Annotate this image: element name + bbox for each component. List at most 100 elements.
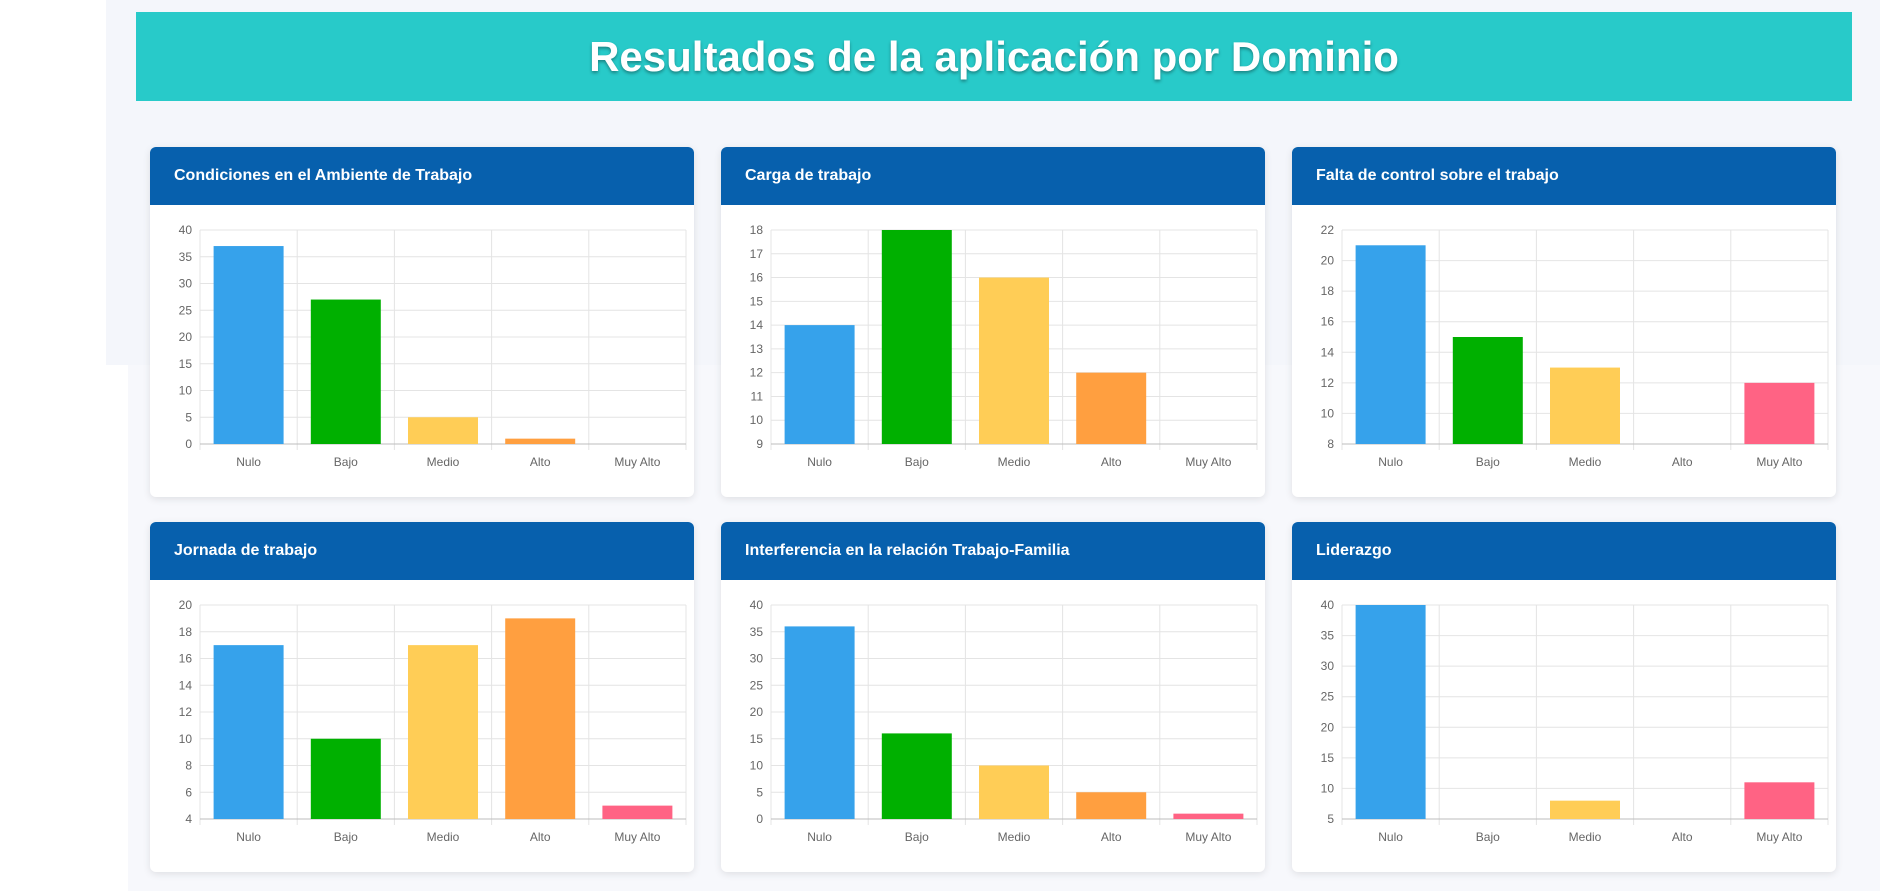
bar-bajo[interactable] xyxy=(1452,337,1523,444)
y-tick-label: 20 xyxy=(1321,720,1335,734)
chart-card-liderazgo: Liderazgo 5 10 15 20 25 30 35 40 Nulo Bajo Medio Al… xyxy=(1292,522,1836,872)
x-tick-label: Muy Alto xyxy=(614,455,660,469)
bar-alto[interactable] xyxy=(505,618,576,819)
y-tick-label: 12 xyxy=(1321,376,1335,390)
bar-nulo[interactable] xyxy=(784,626,855,819)
y-tick-label: 5 xyxy=(185,410,192,424)
page-banner: Resultados de la aplicación por Dominio xyxy=(136,12,1852,101)
y-tick-label: 8 xyxy=(1327,437,1334,451)
chart-title: Interferencia en la relación Trabajo-Fam… xyxy=(721,522,1265,580)
bar-medio[interactable] xyxy=(1550,367,1620,444)
y-tick-label: 35 xyxy=(1321,629,1335,643)
y-tick-label: 25 xyxy=(750,678,764,692)
bar-nulo[interactable] xyxy=(213,246,284,444)
bar-medio[interactable] xyxy=(408,645,478,819)
x-tick-label: Bajo xyxy=(1476,830,1500,844)
bar-nulo[interactable] xyxy=(213,645,284,819)
y-tick-label: 10 xyxy=(750,759,764,773)
y-tick-label: 10 xyxy=(179,384,193,398)
x-tick-label: Bajo xyxy=(905,830,929,844)
bar-bajo[interactable] xyxy=(881,230,952,444)
x-tick-label: Muy Alto xyxy=(614,830,660,844)
y-tick-label: 40 xyxy=(750,598,764,612)
bar-muy-alto[interactable] xyxy=(1744,382,1815,444)
bar-muy-alto[interactable] xyxy=(602,805,673,819)
y-tick-label: 14 xyxy=(1321,345,1335,359)
y-tick-label: 18 xyxy=(179,625,193,639)
bar-chart: 9 10 11 12 13 14 15 16 17 18 Nulo Bajo Medio Alto Muy … xyxy=(750,223,1258,469)
y-tick-label: 5 xyxy=(1327,812,1334,826)
chart-card-condiciones: Condiciones en el Ambiente de Trabajo 0 5… xyxy=(150,147,694,497)
x-tick-label: Nulo xyxy=(807,455,832,469)
y-tick-label: 0 xyxy=(185,437,192,451)
y-tick-label: 25 xyxy=(179,303,193,317)
y-tick-label: 40 xyxy=(179,223,193,237)
bar-medio[interactable] xyxy=(979,277,1049,444)
y-tick-label: 20 xyxy=(179,330,193,344)
y-tick-label: 0 xyxy=(756,812,763,826)
bar-nulo[interactable] xyxy=(1355,605,1426,819)
y-tick-label: 9 xyxy=(756,437,763,451)
bar-nulo[interactable] xyxy=(1355,245,1426,444)
y-tick-label: 20 xyxy=(1321,254,1335,268)
y-tick-label: 14 xyxy=(179,678,193,692)
bar-medio[interactable] xyxy=(979,765,1049,820)
x-tick-label: Medio xyxy=(1569,830,1602,844)
bar-alto[interactable] xyxy=(1076,792,1147,819)
bar-nulo[interactable] xyxy=(784,325,855,444)
y-tick-label: 15 xyxy=(750,732,764,746)
x-tick-label: Nulo xyxy=(1378,830,1403,844)
bar-muy-alto[interactable] xyxy=(1744,782,1815,819)
x-tick-label: Muy Alto xyxy=(1185,455,1231,469)
y-tick-label: 10 xyxy=(179,732,193,746)
y-tick-label: 16 xyxy=(750,271,764,285)
y-tick-label: 16 xyxy=(179,652,193,666)
y-tick-label: 10 xyxy=(1321,781,1335,795)
x-tick-label: Nulo xyxy=(807,830,832,844)
y-tick-label: 17 xyxy=(750,247,764,261)
y-tick-label: 14 xyxy=(750,318,764,332)
y-tick-label: 30 xyxy=(1321,659,1335,673)
y-tick-label: 40 xyxy=(1321,598,1335,612)
bar-bajo[interactable] xyxy=(881,733,952,819)
x-tick-label: Alto xyxy=(1672,830,1693,844)
y-tick-label: 11 xyxy=(751,389,764,403)
x-tick-label: Muy Alto xyxy=(1756,830,1802,844)
x-tick-label: Bajo xyxy=(1476,455,1500,469)
x-tick-label: Nulo xyxy=(236,830,261,844)
bar-muy-alto[interactable] xyxy=(1173,813,1244,819)
bar-bajo[interactable] xyxy=(310,299,381,444)
bar-chart: 0 5 10 15 20 25 30 35 40 Nulo Bajo Medio Alto Muy Alt… xyxy=(179,223,687,469)
bar-medio[interactable] xyxy=(1550,800,1620,819)
y-tick-label: 10 xyxy=(1321,406,1335,420)
bar-chart: 0 5 10 15 20 25 30 35 40 Nulo Bajo Medio Alto Muy Alt… xyxy=(750,598,1258,844)
x-tick-label: Medio xyxy=(427,830,460,844)
y-tick-label: 4 xyxy=(185,812,192,826)
x-tick-label: Medio xyxy=(998,830,1031,844)
y-tick-label: 15 xyxy=(1321,751,1335,765)
bar-alto[interactable] xyxy=(505,438,576,444)
bar-bajo[interactable] xyxy=(310,738,381,819)
y-tick-label: 20 xyxy=(750,705,764,719)
chart-title: Falta de control sobre el trabajo xyxy=(1292,147,1836,205)
chart-title: Carga de trabajo xyxy=(721,147,1265,205)
y-tick-label: 15 xyxy=(750,294,764,308)
x-tick-label: Alto xyxy=(1101,830,1122,844)
page-title: Resultados de la aplicación por Dominio xyxy=(589,32,1399,80)
bar-chart: 4 6 8 10 12 14 16 18 20 Nulo Bajo Medio Alto Muy Alto xyxy=(179,598,687,844)
y-tick-label: 16 xyxy=(1321,315,1335,329)
bar-alto[interactable] xyxy=(1076,372,1147,444)
y-tick-label: 8 xyxy=(185,759,192,773)
y-tick-label: 10 xyxy=(750,413,764,427)
y-tick-label: 12 xyxy=(179,705,193,719)
x-tick-label: Bajo xyxy=(334,830,358,844)
x-tick-label: Muy Alto xyxy=(1756,455,1802,469)
x-tick-label: Bajo xyxy=(334,455,358,469)
y-tick-label: 35 xyxy=(179,250,193,264)
y-tick-label: 18 xyxy=(750,223,764,237)
x-tick-label: Medio xyxy=(998,455,1031,469)
x-tick-label: Medio xyxy=(1569,455,1602,469)
bar-medio[interactable] xyxy=(408,417,478,444)
y-tick-label: 12 xyxy=(750,366,764,380)
x-tick-label: Alto xyxy=(530,455,551,469)
